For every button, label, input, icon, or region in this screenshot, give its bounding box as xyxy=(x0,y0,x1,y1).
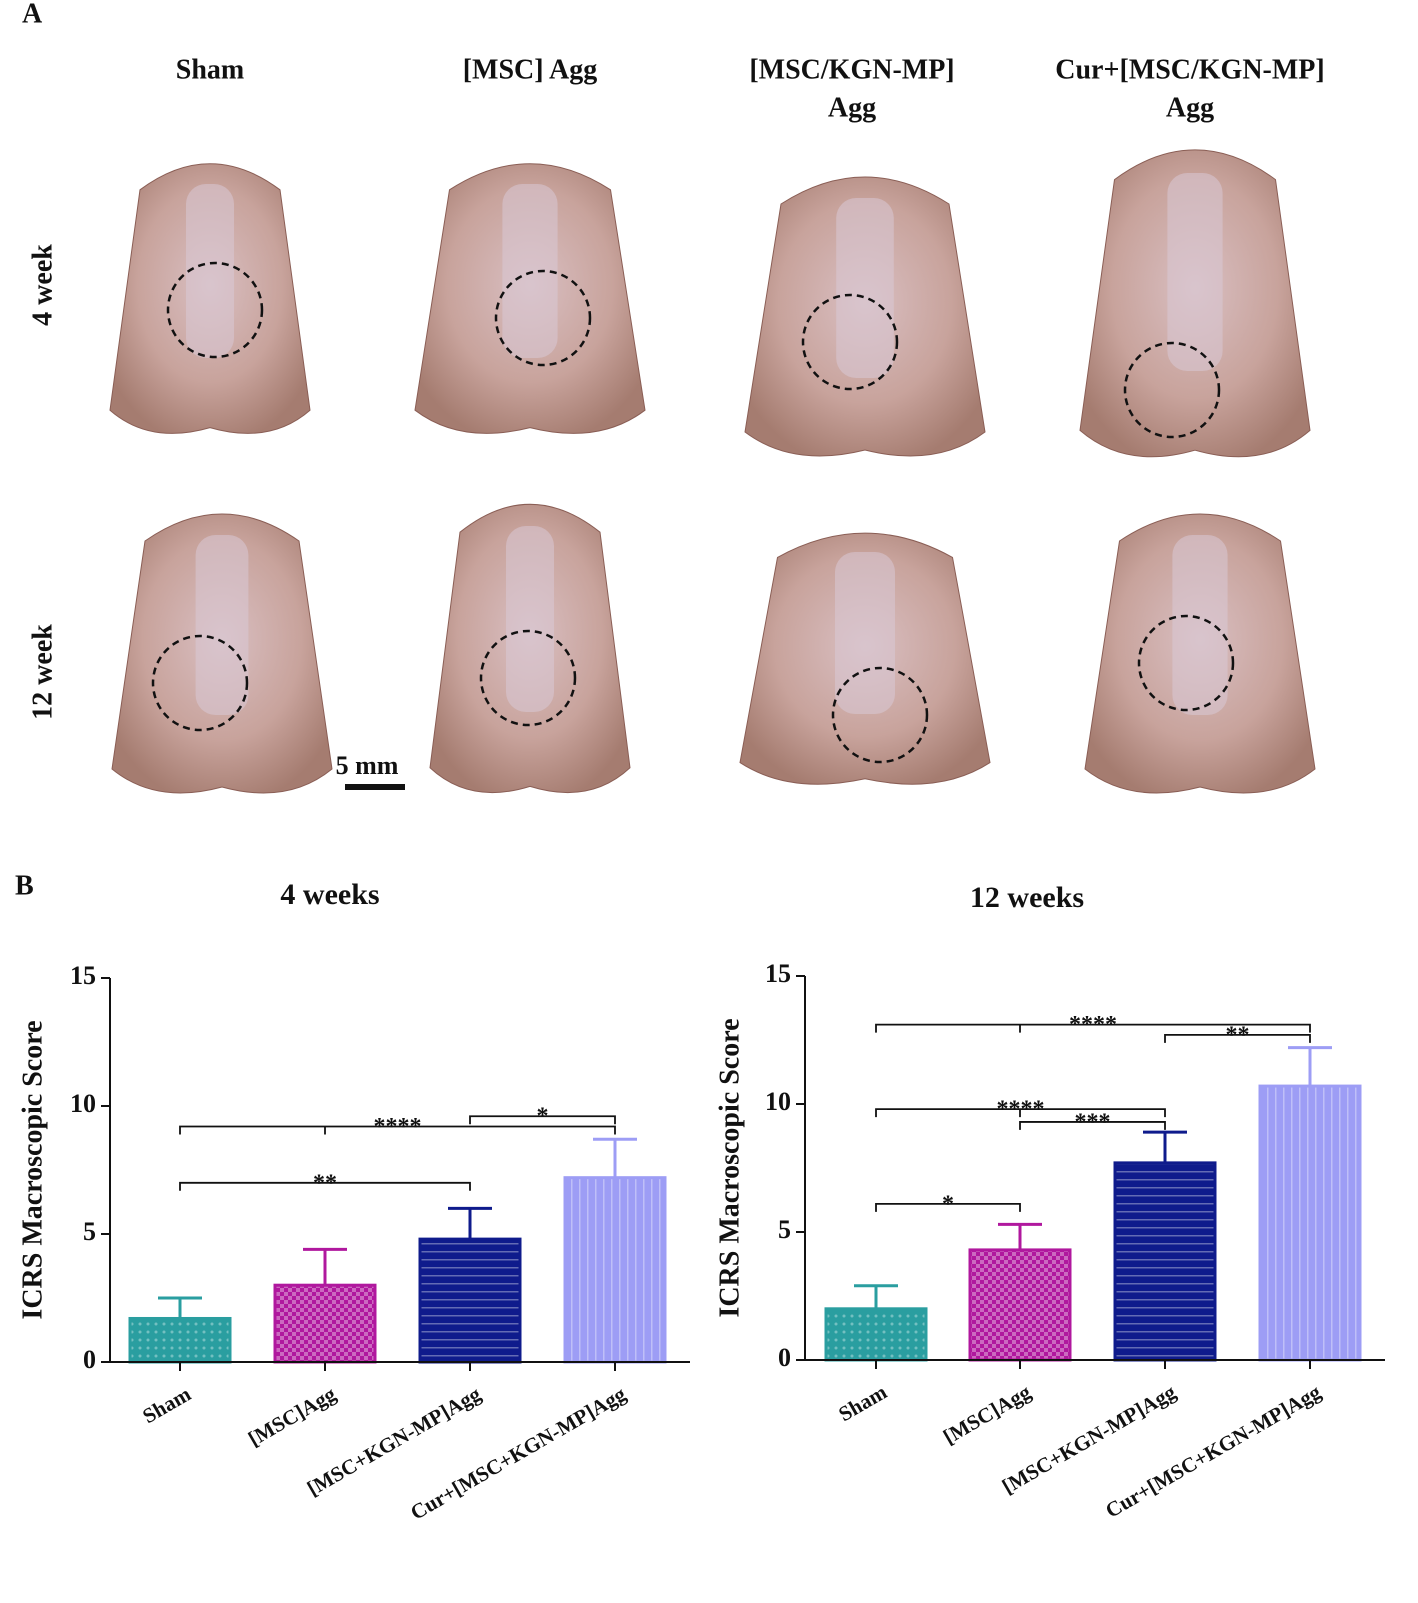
significance-label: *** xyxy=(1075,1109,1111,1135)
significance-bracket xyxy=(1019,1121,1166,1130)
defect-circle xyxy=(151,634,249,732)
groove xyxy=(835,552,895,714)
x-tick-label: Sham xyxy=(138,1381,195,1428)
x-tick-label: Sham xyxy=(834,1379,891,1426)
significance-label: **** xyxy=(374,1114,422,1140)
defect-circle xyxy=(166,261,264,359)
bar xyxy=(128,1316,232,1364)
y-tick-label: 0 xyxy=(778,1343,791,1372)
significance-label: * xyxy=(537,1104,549,1130)
bar xyxy=(968,1248,1072,1362)
significance-bracket xyxy=(875,1023,1311,1033)
row-label: 4 week xyxy=(27,244,58,326)
y-tick-label: 10 xyxy=(70,1089,96,1118)
groove xyxy=(1172,535,1228,715)
defect-circle xyxy=(1137,614,1235,712)
groove xyxy=(1167,173,1223,371)
column-header: [MSC/KGN-MP] xyxy=(749,54,954,85)
bar xyxy=(824,1307,928,1362)
significance-bracket xyxy=(469,1115,616,1125)
x-tick-label: [MSC]Agg xyxy=(244,1381,340,1450)
bar xyxy=(563,1176,667,1364)
bar xyxy=(418,1237,522,1364)
bar xyxy=(273,1283,377,1364)
panel-label: A xyxy=(22,0,43,29)
groove xyxy=(836,198,894,378)
x-tick-label: [MSC]Agg xyxy=(939,1379,1035,1448)
y-tick-label: 5 xyxy=(778,1215,791,1244)
defect-circle xyxy=(801,293,899,391)
significance-label: ** xyxy=(313,1170,337,1196)
scale-bar-label: 5 mm xyxy=(336,751,399,780)
column-header: [MSC] Agg xyxy=(463,54,598,85)
column-header: Sham xyxy=(176,54,244,85)
significance-label: **** xyxy=(997,1097,1045,1123)
y-tick-label: 15 xyxy=(70,961,96,990)
significance-bracket xyxy=(179,1125,616,1135)
bar xyxy=(1113,1161,1217,1362)
column-header: Agg xyxy=(828,92,876,123)
groove xyxy=(195,535,249,715)
row-label: 12 week xyxy=(27,624,58,720)
y-axis-label: ICRS Macroscopic Score xyxy=(17,1020,48,1319)
y-tick-label: 0 xyxy=(83,1345,96,1374)
significance-label: **** xyxy=(1069,1012,1117,1038)
significance-bracket xyxy=(179,1181,471,1191)
column-header: Cur+[MSC/KGN-MP] xyxy=(1055,54,1324,85)
significance-bracket xyxy=(875,1202,1021,1212)
y-axis-label: ICRS Macroscopic Score xyxy=(714,1018,745,1317)
defect-circle xyxy=(1123,341,1221,439)
groove xyxy=(502,184,558,358)
defect-circle xyxy=(494,269,592,367)
y-tick-label: 10 xyxy=(765,1087,791,1116)
defect-circle xyxy=(831,666,929,764)
chart-title: 4 weeks xyxy=(280,878,379,911)
significance-label: ** xyxy=(1226,1022,1250,1048)
defect-circle xyxy=(479,629,577,727)
groove xyxy=(186,184,234,358)
column-header: Agg xyxy=(1166,92,1214,123)
significance-bracket xyxy=(875,1108,1166,1118)
significance-bracket xyxy=(1164,1033,1311,1043)
groove xyxy=(506,526,554,712)
bar xyxy=(1258,1084,1362,1362)
significance-label: * xyxy=(942,1191,954,1217)
chart-title: 12 weeks xyxy=(970,881,1084,914)
panel-label: B xyxy=(15,870,34,901)
y-tick-label: 5 xyxy=(83,1217,96,1246)
scale-bar xyxy=(345,784,405,790)
y-tick-label: 15 xyxy=(765,959,791,988)
